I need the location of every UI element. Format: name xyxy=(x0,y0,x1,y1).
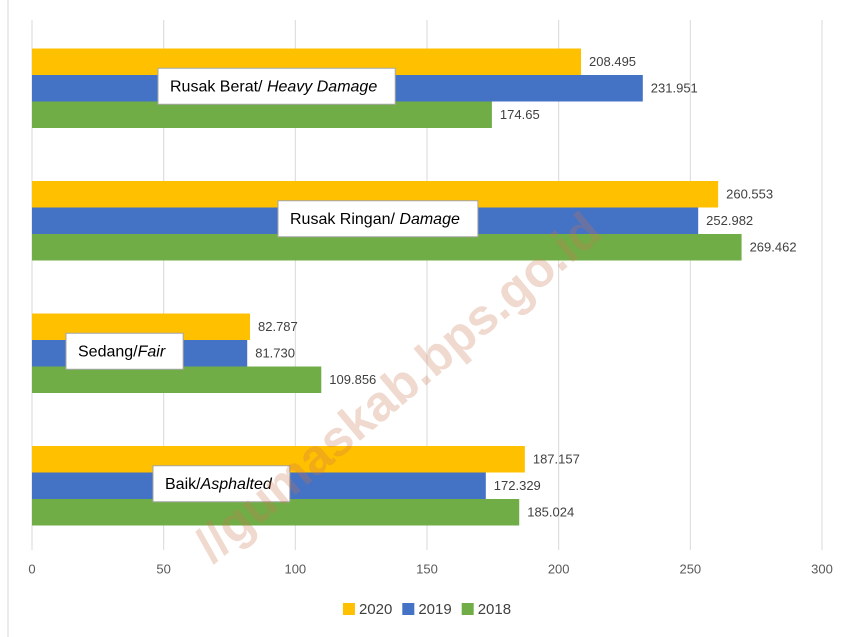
category-text: Sedang/Fair xyxy=(78,343,166,360)
label-box xyxy=(65,332,184,370)
legend-swatch xyxy=(342,603,355,615)
data-label: 174.65 xyxy=(500,107,540,122)
category-label: Baik/Asphalted xyxy=(152,465,291,503)
data-label: 208.495 xyxy=(589,54,636,69)
category-main: Rusak Ringan/ xyxy=(290,211,399,228)
label-box xyxy=(157,67,396,105)
x-tick-label: 150 xyxy=(416,561,438,576)
x-tick-label: 200 xyxy=(548,561,570,576)
bar xyxy=(32,499,520,526)
category-main: Rusak Berat/ xyxy=(170,78,267,95)
x-tick-label: 100 xyxy=(284,561,306,576)
x-tick-label: 50 xyxy=(156,561,170,576)
category-text: Rusak Ringan/ Damage xyxy=(290,211,460,228)
legend-swatch xyxy=(402,603,415,615)
category-main: Sedang/ xyxy=(78,343,138,360)
data-label: 252.982 xyxy=(706,213,753,228)
legend-label: 2018 xyxy=(478,601,511,618)
x-tick-label: 250 xyxy=(679,561,701,576)
category-label: Rusak Berat/ Heavy Damage xyxy=(157,67,396,105)
x-tick-label: 0 xyxy=(28,561,35,576)
category-label: Rusak Ringan/ Damage xyxy=(277,200,479,238)
legend-swatch xyxy=(461,603,474,615)
category-text: Baik/Asphalted xyxy=(165,476,273,493)
data-label: 109.856 xyxy=(329,372,376,387)
category-text: Rusak Berat/ Heavy Damage xyxy=(170,78,377,95)
legend-label: 2019 xyxy=(418,601,451,618)
label-box xyxy=(152,465,291,503)
data-label: 187.157 xyxy=(533,452,580,467)
x-tick-label: 300 xyxy=(811,561,833,576)
data-label: 185.024 xyxy=(527,505,574,520)
legend-label: 2020 xyxy=(359,601,392,618)
category-main: Baik/ xyxy=(165,476,201,493)
label-box xyxy=(277,200,479,238)
category-label: Sedang/Fair xyxy=(65,332,184,370)
bar xyxy=(32,234,742,261)
data-label: 269.462 xyxy=(750,240,797,255)
bar xyxy=(32,101,492,128)
category-en: Heavy Damage xyxy=(267,78,377,95)
data-label: 82.787 xyxy=(258,319,298,334)
bar xyxy=(32,366,322,393)
data-label: 81.730 xyxy=(255,346,295,361)
legend: 2020 2019 2018 xyxy=(342,601,511,618)
category-en: Damage xyxy=(399,211,460,228)
data-label: 231.951 xyxy=(651,81,698,96)
category-en: Fair xyxy=(138,343,166,360)
data-label: 172.329 xyxy=(494,478,541,493)
category-en: Asphalted xyxy=(200,476,273,493)
data-label: 260.553 xyxy=(726,187,773,202)
